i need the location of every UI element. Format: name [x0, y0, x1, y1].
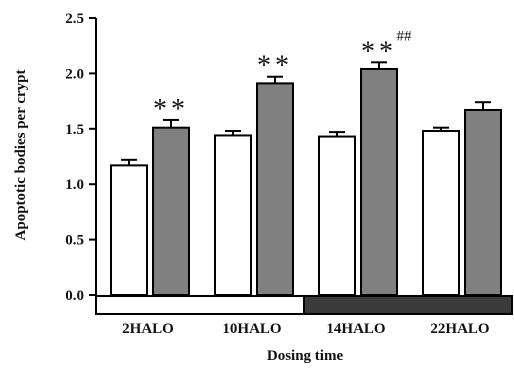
bar	[422, 130, 460, 296]
significance-annotations: **** ** ##	[153, 28, 412, 125]
star-annotation: **	[361, 36, 397, 67]
x-axis: 2HALO 10HALO 14HALO 22HALO	[122, 321, 489, 337]
y-tick-label: 1.5	[65, 122, 84, 138]
bar	[256, 82, 294, 297]
dark-phase-bar	[303, 295, 513, 315]
y-axis: 0.0 0.5 1.0 1.5 2.0 2.5	[65, 11, 97, 304]
bar	[152, 126, 190, 296]
bars	[110, 61, 502, 297]
bar	[360, 67, 398, 296]
x-tick-label: 14HALO	[326, 321, 385, 337]
bar	[110, 164, 148, 296]
bar	[318, 135, 356, 296]
bar	[464, 108, 502, 296]
x-tick-label: 22HALO	[430, 321, 489, 337]
y-tick-label: 0.5	[65, 233, 84, 249]
x-tick-label: 2HALO	[122, 321, 174, 337]
x-tick-label: 10HALO	[222, 321, 281, 337]
star-annotation: **	[153, 94, 189, 125]
bar	[214, 134, 252, 296]
y-tick-label: 2.5	[65, 11, 84, 27]
star-annotation: **	[257, 51, 293, 82]
y-tick-label: 1.0	[65, 177, 84, 193]
y-tick-label: 0.0	[65, 288, 84, 304]
y-tick-label: 2.0	[65, 66, 84, 82]
light-phase-bar	[95, 295, 305, 315]
y-axis-title: Apoptotic bodies per crypt	[13, 70, 29, 241]
light-dark-bar	[95, 295, 513, 315]
hash-annotation: ##	[397, 28, 413, 44]
x-axis-title: Dosing time	[267, 348, 344, 364]
